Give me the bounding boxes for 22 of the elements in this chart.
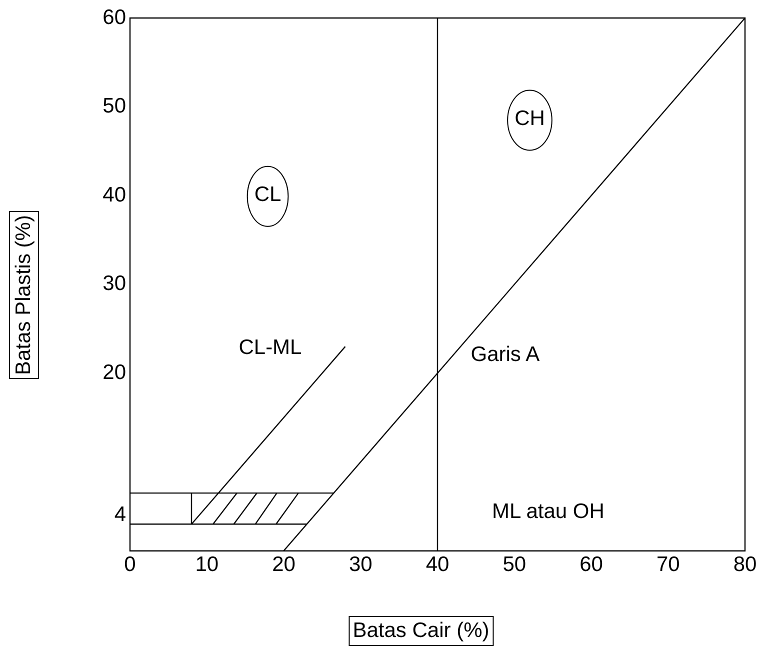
y-tick-label: 60	[102, 6, 126, 29]
y-tick-label: 30	[102, 272, 126, 296]
x-tick-label: 10	[195, 553, 219, 576]
x-tick-label: 70	[656, 553, 680, 576]
annotation: Garis A	[470, 343, 540, 366]
y-tick-label: 40	[102, 183, 126, 206]
x-tick-label: 0	[124, 553, 136, 576]
x-tick-label: 40	[426, 553, 450, 576]
x-tick-label: 50	[502, 553, 526, 576]
x-tick-label: 60	[580, 553, 603, 576]
x-tick-label: 20	[272, 553, 296, 576]
annotation: ML atau OH	[492, 500, 604, 524]
y-tick-label: 20	[102, 360, 126, 384]
x-tick-label: 30	[348, 553, 372, 576]
x-tick-label: 80	[733, 553, 757, 576]
annotation: CH	[514, 107, 545, 130]
y-tick-label: 50	[102, 94, 126, 118]
x-axis-title: Batas Cair (%)	[348, 616, 494, 646]
y-axis-title: Batas Plastis (%)	[9, 211, 39, 379]
annotation: CL	[254, 183, 282, 206]
y-tick-label: 4	[114, 503, 126, 526]
annotation: CL-ML	[238, 336, 302, 360]
